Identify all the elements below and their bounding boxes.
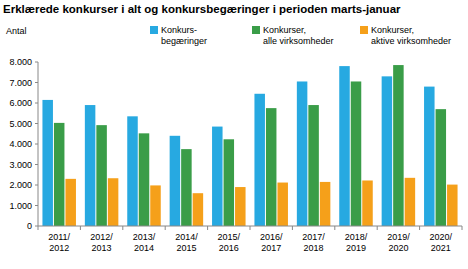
x-tick-label: 2011/2012 [48, 232, 70, 253]
bar [65, 179, 76, 226]
x-tick-label-line: 2021 [431, 243, 451, 253]
y-axis [38, 62, 39, 226]
legend-label-line: Konkurser, [371, 25, 414, 35]
x-tick-label: 2016/2017 [260, 232, 283, 253]
x-tick [122, 226, 123, 230]
chart-svg: Erklærede konkurser i alt og konkursbegæ… [0, 0, 468, 269]
y-axis-label: Antal [6, 26, 27, 36]
bar [447, 185, 458, 226]
x-tick-label-line: 2013/ [133, 232, 156, 242]
x-tick-label: 2019/2020 [387, 232, 410, 253]
x-tick [377, 226, 378, 230]
bar [424, 87, 435, 226]
legend-label-line: Konkurser, [263, 25, 306, 35]
x-tick [38, 226, 39, 230]
legend-label: Konkurs-begæringer [161, 25, 207, 46]
legend-label: Konkurser,aktive virksomheder [371, 25, 451, 46]
x-tick [207, 226, 208, 230]
x-tick-label-line: 2016/ [260, 232, 283, 242]
bar [254, 94, 265, 226]
y-tick-label: 8.000 [9, 57, 32, 67]
bar [108, 178, 119, 226]
x-tick-label-line: 2017/ [302, 232, 325, 242]
y-tick-label: 6.000 [9, 98, 32, 108]
bar [42, 100, 53, 226]
x-tick-label-line: 2020/ [430, 232, 453, 242]
x-tick [165, 226, 166, 230]
x-tick-label-line: 2015/ [218, 232, 241, 242]
legend-label-line: alle virksomheder [263, 36, 334, 46]
x-tick-label: 2017/2018 [302, 232, 325, 253]
x-tick-label: 2015/2016 [218, 232, 241, 253]
x-tick-label: 2014/2015 [175, 232, 198, 253]
legend-label: Konkurser,alle virksomheder [263, 25, 334, 46]
bar [224, 139, 235, 226]
y-tick-label: 4.000 [9, 139, 32, 149]
legend-swatch [360, 26, 368, 34]
x-axis [38, 226, 462, 227]
bar [235, 187, 246, 226]
y-tick-label: 1.000 [9, 201, 32, 211]
x-tick-label-line: 2013 [92, 243, 112, 253]
bar [212, 127, 223, 226]
x-tick-label-line: 2012 [49, 243, 69, 253]
chart-container: Erklærede konkurser i alt og konkursbegæ… [0, 0, 468, 269]
y-tick-label: 3.000 [9, 160, 32, 170]
x-tick-label-line: 2014 [134, 243, 154, 253]
legend-label-line: begæringer [161, 36, 207, 46]
x-tick-label-line: 2015 [176, 243, 196, 253]
x-tick [250, 226, 251, 230]
x-tick-label: 2020/2021 [430, 232, 453, 253]
bar [85, 105, 96, 226]
y-tick-label: 5.000 [9, 119, 32, 129]
x-tick-label-line: 2018 [304, 243, 324, 253]
bar [436, 109, 447, 226]
x-tick-label-line: 2020 [388, 243, 408, 253]
x-tick-label-line: 2012/ [90, 232, 113, 242]
bar [382, 76, 393, 226]
legend-swatch [150, 26, 158, 34]
y-tick-label: 0 [27, 221, 32, 231]
bar [362, 180, 373, 226]
x-tick-label-line: 2019/ [387, 232, 410, 242]
bar [150, 185, 161, 226]
x-tick [419, 226, 420, 230]
bar [54, 123, 64, 226]
x-tick-label-line: 2018/ [345, 232, 368, 242]
bar [320, 182, 331, 226]
x-tick-label-line: 2014/ [175, 232, 198, 242]
legend-swatch [252, 26, 260, 34]
x-tick-label: 2018/2019 [345, 232, 368, 253]
bar [393, 65, 404, 226]
bar [266, 108, 277, 226]
bar [297, 81, 308, 226]
x-tick [292, 226, 293, 230]
x-tick [462, 226, 463, 230]
x-tick-label-line: 2017 [261, 243, 281, 253]
legend-label-line: aktive virksomheder [371, 36, 451, 46]
bars [42, 65, 457, 226]
x-tick-label: 2012/2013 [90, 232, 113, 253]
bar [181, 149, 192, 226]
title: Erklærede konkurser i alt og konkursbegæ… [3, 3, 401, 15]
bar [277, 183, 288, 226]
bar [96, 125, 107, 226]
bar [351, 81, 362, 226]
x-tick [80, 226, 81, 230]
x-tick-label-line: 2011/ [48, 232, 70, 242]
y-tick-label: 7.000 [9, 78, 32, 88]
bar [127, 116, 138, 226]
legend-label-line: Konkurs- [161, 25, 197, 35]
bar [170, 136, 181, 226]
bar [405, 178, 416, 226]
bar [139, 133, 150, 226]
bar [308, 105, 319, 226]
x-tick-label-line: 2016 [219, 243, 239, 253]
x-tick-label-line: 2019 [346, 243, 366, 253]
y-tick-label: 2.000 [9, 180, 32, 190]
x-tick [334, 226, 335, 230]
x-tick-label: 2013/2014 [133, 232, 156, 253]
bar [193, 193, 204, 226]
bar [339, 66, 350, 226]
